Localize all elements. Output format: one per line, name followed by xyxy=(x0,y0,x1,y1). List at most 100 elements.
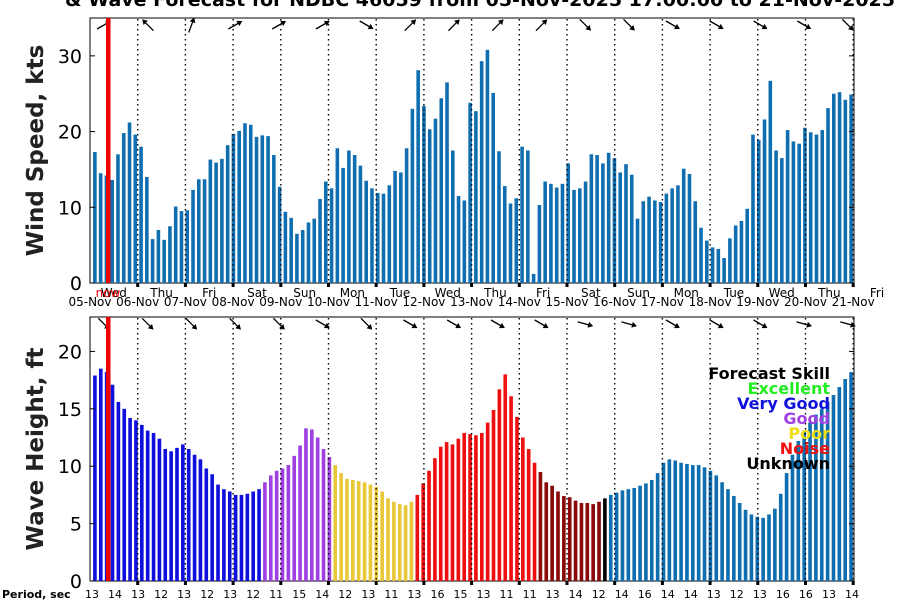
wave-bar xyxy=(562,496,566,581)
wave-bar xyxy=(726,489,730,581)
wind-bar xyxy=(658,201,663,283)
wave-ytick-label: 0 xyxy=(70,571,82,593)
wave-bar xyxy=(327,457,332,581)
wind-bar xyxy=(826,108,830,283)
period-label: 13 xyxy=(131,588,145,600)
date-label: 14-Nov xyxy=(498,295,541,309)
wind-bar xyxy=(375,192,380,283)
wave-bar xyxy=(702,467,707,581)
wave-bar xyxy=(140,424,144,581)
wave-bar xyxy=(737,502,742,581)
wave-bar xyxy=(216,484,220,581)
wind-bar xyxy=(139,146,143,283)
wave-bar xyxy=(503,374,508,581)
wave-bar xyxy=(392,501,396,581)
period-label: 13 xyxy=(707,588,721,600)
wave-ytick-label: 15 xyxy=(58,399,82,421)
wind-direction-arrow xyxy=(142,19,154,32)
wind-bar xyxy=(595,155,599,283)
period-label: 12 xyxy=(246,588,260,600)
wave-bar xyxy=(333,465,338,581)
period-label: 14 xyxy=(845,588,859,600)
wind-bar xyxy=(508,203,513,283)
period-label: 14 xyxy=(661,588,675,600)
wave-bar xyxy=(93,375,97,581)
wave-bar xyxy=(309,429,314,581)
wind-bar xyxy=(370,188,374,283)
wave-bar xyxy=(315,437,320,581)
wind-ytick-label: 10 xyxy=(58,197,82,219)
wind-bar xyxy=(814,134,819,283)
wave-bar xyxy=(714,475,719,581)
wave-direction-arrow xyxy=(272,317,285,330)
wind-bar xyxy=(578,188,582,283)
date-label: 16-Nov xyxy=(593,295,636,309)
wind-bar xyxy=(653,200,657,283)
wave-bar xyxy=(263,482,267,581)
wind-bar xyxy=(462,200,467,283)
wind-bar xyxy=(312,218,317,283)
wind-bar xyxy=(739,220,744,283)
wind-bar xyxy=(248,124,253,283)
wind-bar xyxy=(762,119,767,284)
wave-bar xyxy=(134,420,138,581)
wave-direction-arrow xyxy=(665,319,680,329)
wave-bar xyxy=(526,449,531,581)
day-of-week-label: Tue xyxy=(389,286,411,300)
wave-direction-arrow xyxy=(490,319,505,329)
wind-bar xyxy=(231,133,236,283)
wind-bar xyxy=(162,239,166,283)
wind-bar xyxy=(208,159,213,283)
wind-bar xyxy=(451,150,455,283)
wind-direction-arrow xyxy=(841,18,854,31)
wave-bar xyxy=(814,414,818,581)
wind-ytick-label: 0 xyxy=(70,273,82,295)
period-label: 11 xyxy=(523,588,537,600)
wind-bar xyxy=(433,118,438,283)
wind-bar xyxy=(214,162,218,283)
wave-bar xyxy=(397,504,402,581)
wave-bar xyxy=(649,479,654,581)
wave-bar xyxy=(673,460,678,581)
wind-direction-arrow xyxy=(535,19,548,32)
wind-bar xyxy=(716,248,721,283)
wind-bar xyxy=(606,152,611,283)
wind-bar xyxy=(751,134,755,283)
date-label: 17-Nov xyxy=(641,295,684,309)
wind-bar xyxy=(393,170,397,283)
day-of-week-label: Mon xyxy=(674,286,699,300)
wave-bar xyxy=(227,491,232,581)
wind-bar xyxy=(664,193,669,283)
wave-direction-arrow xyxy=(709,319,724,329)
wind-bar xyxy=(237,130,241,283)
wind-bar xyxy=(485,49,490,283)
wave-bar xyxy=(122,408,127,581)
wind-bar xyxy=(549,183,553,283)
wave-bar xyxy=(819,408,824,581)
period-label: 14 xyxy=(108,588,122,600)
period-label: 14 xyxy=(569,588,583,600)
wave-ytick-label: 5 xyxy=(70,514,82,536)
wind-bar xyxy=(808,132,813,283)
day-of-week-label: Fri xyxy=(870,286,884,300)
wind-bar xyxy=(133,134,138,283)
wave-bar xyxy=(661,462,666,581)
period-row: 13 14 13 12 13 12 13 12 11 15 14 12 13 11 13 16 15 13 11 11… xyxy=(85,588,859,601)
wave-bar xyxy=(181,444,185,581)
wave-bar xyxy=(186,449,191,581)
period-label: 16 xyxy=(799,588,813,600)
wind-bar xyxy=(272,155,276,283)
wind-bar xyxy=(699,227,703,283)
day-of-week-label: Sat xyxy=(247,286,267,300)
wind-direction-arrow xyxy=(315,20,330,30)
wave-bar xyxy=(585,502,590,581)
wind-bar xyxy=(347,150,351,283)
wind-direction-arrow xyxy=(271,20,287,30)
wind-bar xyxy=(110,180,114,283)
wind-bar xyxy=(335,148,340,283)
wave-bar xyxy=(790,454,795,581)
wave-bar xyxy=(544,482,549,581)
wind-bar xyxy=(300,230,305,283)
